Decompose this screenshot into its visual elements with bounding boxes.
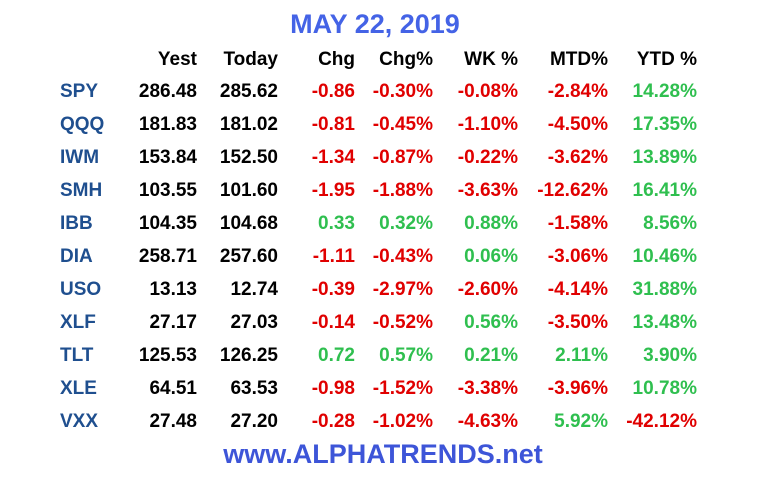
ticker: TLT [60, 345, 94, 366]
cell-value: -1.95 [312, 180, 356, 201]
cell-value: 126.25 [220, 345, 279, 366]
cell-value: 3.90% [643, 345, 697, 366]
column-header: MTD% [550, 49, 608, 70]
cell-value: 257.60 [220, 246, 278, 267]
cell-value: 5.92% [554, 411, 608, 432]
footer: www.ALPHATRENDS.net [222, 439, 543, 469]
cell-value: -4.14% [548, 279, 608, 300]
cell-value: -3.38% [458, 378, 518, 399]
cell-value: 104.68 [220, 213, 278, 234]
cell-value: 101.60 [220, 180, 278, 201]
cell-value: -4.63% [458, 411, 518, 432]
cell-value: -0.52% [373, 312, 433, 333]
ticker: USO [60, 279, 101, 300]
cell-value: 153.84 [139, 147, 198, 168]
cell-value: -3.96% [548, 378, 608, 399]
ticker: QQQ [60, 114, 104, 135]
cell-value: -1.02% [373, 411, 433, 432]
cell-value: 10.78% [633, 378, 698, 399]
cell-value: 0.57% [379, 345, 433, 366]
ticker: IWM [60, 147, 99, 168]
ticker: VXX [60, 411, 98, 432]
cell-value: -0.08% [458, 81, 518, 102]
cell-value: 0.32% [379, 213, 433, 234]
cell-value: 0.21% [464, 345, 518, 366]
column-header: YTD % [637, 49, 697, 70]
cell-value: 285.62 [220, 81, 278, 102]
ticker: SMH [60, 180, 102, 201]
cell-value: -0.30% [373, 81, 433, 102]
cell-value: 64.51 [149, 378, 197, 399]
cell-value: -3.63% [458, 180, 518, 201]
column-header: Yest [158, 49, 198, 70]
cell-value: 27.20 [230, 411, 278, 432]
cell-value: -0.28 [312, 411, 355, 432]
ticker: XLE [60, 378, 97, 399]
cell-value: 13.48% [633, 312, 698, 333]
cell-value: -0.98 [312, 378, 355, 399]
cell-value: 0.72 [318, 345, 355, 366]
cell-value: -3.50% [548, 312, 608, 333]
cell-value: -0.45% [373, 114, 433, 135]
column-header: WK % [464, 49, 518, 70]
cell-value: 27.48 [149, 411, 197, 432]
cell-value: -0.43% [373, 246, 433, 267]
cell-value: 2.11% [555, 345, 608, 366]
cell-value: 258.71 [139, 246, 198, 267]
cell-value: 104.35 [139, 213, 198, 234]
cell-value: 16.41% [633, 180, 698, 201]
ticker: DIA [60, 246, 93, 267]
cell-value: 27.17 [149, 312, 197, 333]
cell-value: -2.60% [458, 279, 518, 300]
ticker: IBB [60, 213, 93, 234]
cell-value: -1.88% [373, 180, 433, 201]
cell-value: -0.39 [312, 279, 355, 300]
cell-value: -42.12% [626, 411, 697, 432]
cell-value: 181.83 [139, 114, 197, 135]
cell-value: 27.03 [230, 312, 278, 333]
column-header: Today [223, 49, 278, 70]
cell-value: -1.58% [548, 213, 608, 234]
ticker: SPY [60, 81, 98, 102]
cell-value: 286.48 [139, 81, 197, 102]
cell-value: -0.14 [312, 312, 356, 333]
title: MAY 22, 2019 [290, 9, 460, 39]
cell-value: -1.52% [373, 378, 433, 399]
cell-value: 12.74 [230, 279, 278, 300]
ticker: XLF [60, 312, 96, 333]
cell-value: 125.53 [139, 345, 197, 366]
column-header: Chg% [379, 49, 433, 70]
cell-value: -0.81 [312, 114, 356, 135]
cell-value: -1.34 [312, 147, 356, 168]
cell-value: 13.13 [149, 279, 197, 300]
cell-value: -2.84% [548, 81, 608, 102]
cell-value: 10.46% [633, 246, 698, 267]
cell-value: -1.11 [313, 246, 356, 267]
cell-value: 63.53 [230, 378, 278, 399]
cell-value: -12.62% [537, 180, 608, 201]
cell-value: -3.62% [548, 147, 608, 168]
cell-value: 0.33 [318, 213, 355, 234]
cell-value: 103.55 [139, 180, 198, 201]
cell-value: 14.28% [633, 81, 698, 102]
cell-value: -1.10% [458, 114, 518, 135]
cell-value: -2.97% [373, 279, 433, 300]
cell-value: 0.88% [464, 213, 518, 234]
cell-value: -0.22% [458, 147, 518, 168]
cell-value: 13.89% [633, 147, 698, 168]
cell-value: 8.56% [643, 213, 697, 234]
cell-value: 17.35% [633, 114, 698, 135]
cell-value: 31.88% [633, 279, 698, 300]
cell-value: -4.50% [548, 114, 608, 135]
cell-value: -0.87% [373, 147, 433, 168]
cell-value: 181.02 [220, 114, 278, 135]
cell-value: -3.06% [548, 246, 608, 267]
cell-value: -0.86 [312, 81, 355, 102]
cell-value: 0.06% [464, 246, 518, 267]
column-header: Chg [318, 49, 355, 70]
cell-value: 0.56% [464, 312, 518, 333]
cell-value: 152.50 [220, 147, 278, 168]
